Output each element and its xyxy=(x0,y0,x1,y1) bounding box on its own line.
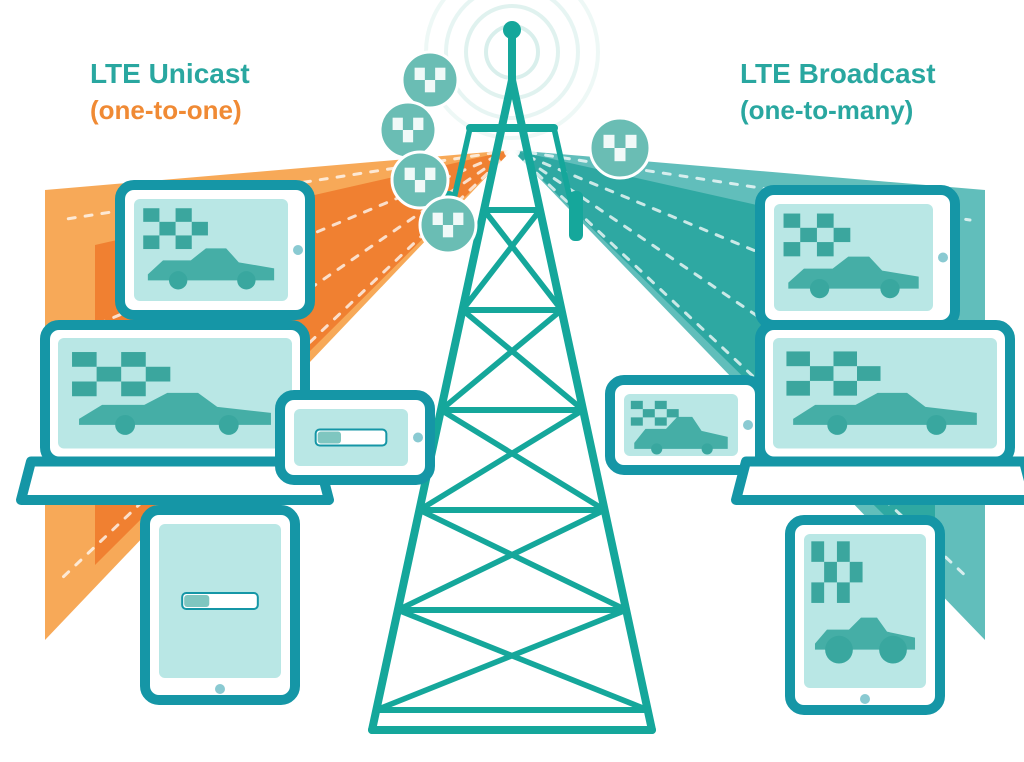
packet-icon-1 xyxy=(380,102,436,158)
left-title: LTE Unicast xyxy=(90,55,250,93)
right-sub: (one-to-many) xyxy=(740,93,936,128)
packet-icon-3 xyxy=(420,197,476,253)
right-phone-landscape xyxy=(610,380,760,470)
packet-icon-4 xyxy=(590,118,650,178)
right-tablet-portrait xyxy=(790,520,940,710)
left-phone-landscape xyxy=(280,395,430,480)
left-tablet-landscape xyxy=(120,185,310,315)
left-tablet-portrait xyxy=(145,510,295,700)
right-tablet-landscape xyxy=(760,190,955,325)
packet-icon-0 xyxy=(402,52,458,108)
left-sub: (one-to-one) xyxy=(90,93,250,128)
right-title: LTE Broadcast xyxy=(740,55,936,93)
right-laptop xyxy=(736,325,1024,500)
